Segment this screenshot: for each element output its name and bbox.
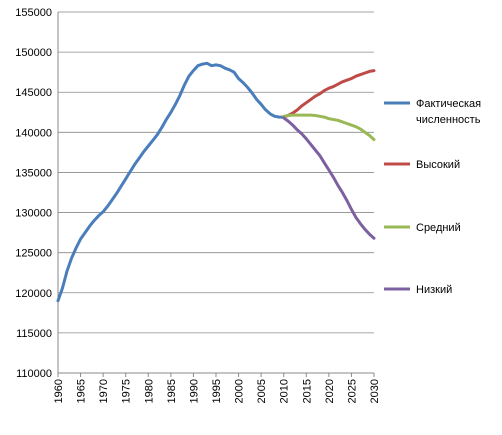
x-tick-label: 1980	[143, 379, 155, 403]
x-tick-label: 2005	[256, 379, 268, 403]
x-tick-label: 2020	[324, 379, 336, 403]
x-tick-label: 1960	[53, 379, 65, 403]
x-tick-label: 1985	[166, 379, 178, 403]
x-tick-label: 2015	[301, 379, 313, 403]
series-line-2	[282, 113, 376, 142]
x-tick-label: 2000	[234, 379, 246, 403]
x-tick-label: 1995	[211, 379, 223, 403]
y-tick-label: 110000	[16, 368, 52, 380]
legend: Фактическая численность Высокий Средний Низк…	[384, 98, 481, 296]
y-tick-label: 140000	[15, 127, 52, 139]
y-tick-label: 130000	[15, 208, 52, 220]
x-tick-label: 2030	[369, 379, 381, 403]
y-tick-label: 120000	[15, 288, 52, 300]
legend-label-0: Фактическая численность	[416, 98, 481, 126]
y-tick-label: 115000	[16, 328, 52, 340]
x-axis-tick-labels: 1960 1965 1970 1975 1980 1985 1990 1995 2000 2005…	[53, 379, 381, 403]
y-tick-label: 145000	[15, 87, 52, 99]
y-tick-label: 150000	[15, 47, 52, 59]
y-tick-label: 155000	[15, 7, 52, 19]
series-line-3	[282, 116, 376, 240]
series-lines	[56, 61, 376, 303]
y-tick-label: 125000	[15, 248, 52, 260]
x-tick-label: 1970	[98, 379, 110, 403]
y-axis-tick-labels: 110000 115000 120000 125000 130000 135000 1400…	[15, 7, 52, 380]
series-line-1	[282, 69, 376, 119]
gridlines	[58, 11, 374, 374]
series-line-0	[56, 61, 286, 303]
x-tick-label: 1965	[76, 379, 88, 403]
legend-label-2: Средний	[416, 222, 461, 234]
legend-label-3: Низкий	[416, 284, 452, 296]
y-tick-label: 135000	[15, 167, 52, 179]
x-tick-label: 1990	[188, 379, 200, 403]
axes	[57, 12, 375, 377]
x-tick-label: 1975	[121, 379, 133, 403]
legend-label-1: Высокий	[416, 159, 460, 171]
x-tick-label: 2010	[279, 379, 291, 403]
x-tick-label: 2025	[346, 379, 358, 403]
